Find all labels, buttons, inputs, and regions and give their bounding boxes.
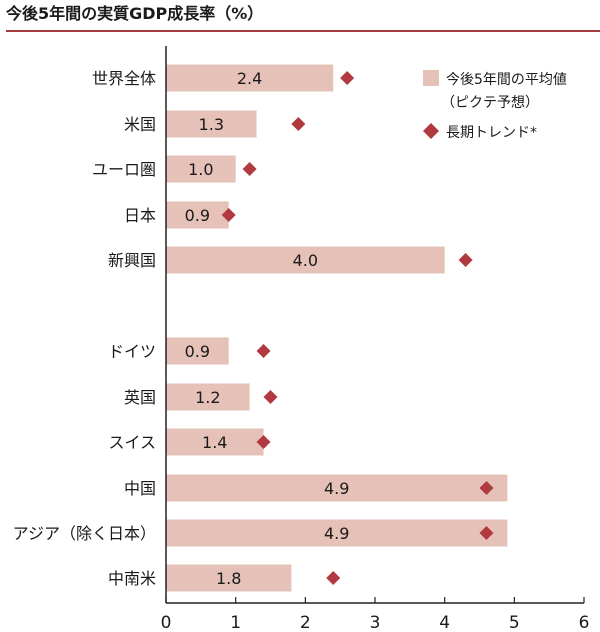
bar-1 [166,64,334,92]
x-tick-label: 6 [579,613,590,632]
bar-9 [166,474,508,502]
category-label: 新興国 [108,251,156,270]
trend-marker-11 [326,571,341,585]
category-label: 中国 [124,479,156,498]
bar-11 [166,564,292,592]
bar-6 [166,337,229,365]
bar-value-label: 0.9 [185,206,210,225]
category-label: 世界全体 [92,69,156,88]
bar-10 [166,519,508,547]
bar-4 [166,201,229,229]
trend-marker-5 [458,253,473,267]
bar-value-label: 0.9 [185,342,210,361]
bar-value-label: 4.9 [324,479,349,498]
legend-bar-label-sub: （ピクテ予想） [441,95,539,111]
legend-marker-label: 長期トレンド* [446,125,537,141]
x-tick-label: 1 [230,613,241,632]
bar-2 [166,110,257,138]
category-label: アジア（除く日本） [13,524,156,543]
bar-value-label: 4.0 [293,251,318,270]
trend-marker-2 [291,117,306,131]
bar-7 [166,383,250,411]
legend-bar-swatch [423,70,439,86]
category-label: スイス [108,433,156,452]
category-label: ドイツ [108,342,156,361]
x-tick-label: 0 [161,613,172,632]
bar-value-label: 1.3 [199,115,224,134]
category-label: 米国 [124,115,156,134]
trend-marker-6 [256,344,271,358]
x-tick-label: 2 [300,613,311,632]
legend-bar-label: 今後5年間の平均値 [446,72,567,88]
trend-marker-10 [479,526,494,540]
x-tick-label: 5 [509,613,520,632]
chart-title: 今後5年間の実質GDP成長率（%） [6,4,264,23]
trend-marker-3 [242,162,257,176]
bar-3 [166,155,236,183]
trend-marker-9 [479,481,494,495]
trend-marker-8 [256,435,271,449]
bar-value-label: 1.4 [202,433,227,452]
bar-8 [166,428,264,456]
bar-value-label: 1.0 [188,160,213,179]
title-rule [6,30,600,32]
bar-value-label: 1.8 [216,569,241,588]
category-label: ユーロ圏 [92,160,156,179]
trend-marker-7 [263,390,278,404]
trend-marker-4 [221,208,236,222]
x-tick-label: 3 [370,613,381,632]
bar-value-label: 1.2 [195,388,220,407]
x-tick-label: 4 [439,613,450,632]
trend-marker-1 [340,71,355,85]
bar-value-label: 2.4 [237,69,262,88]
category-label: 中南米 [108,569,156,588]
legend-marker-swatch [423,123,439,139]
category-label: 英国 [124,388,156,407]
bar-value-label: 4.9 [324,524,349,543]
bar-5 [166,246,445,274]
category-label: 日本 [124,206,156,225]
